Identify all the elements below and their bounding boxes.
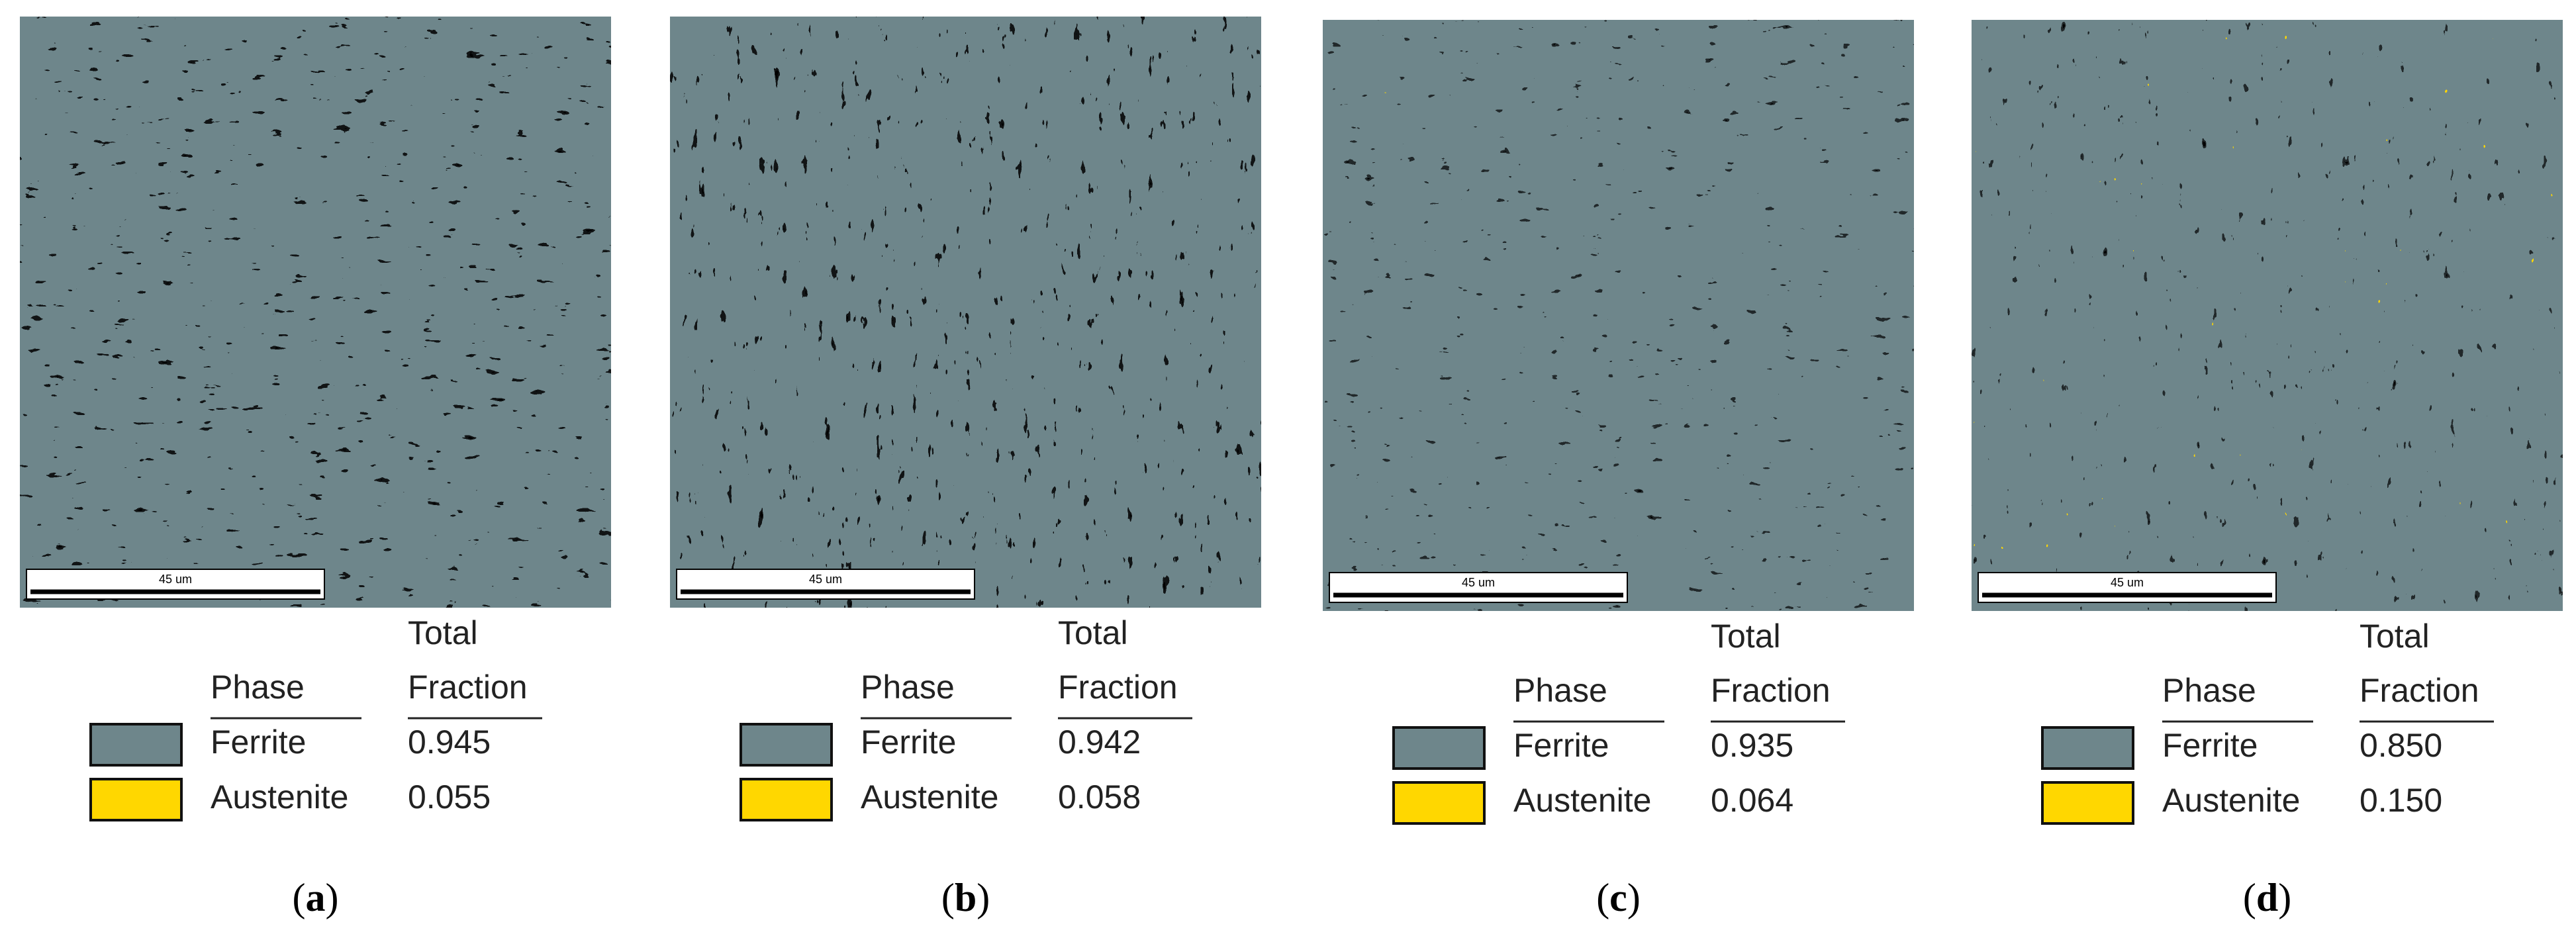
phase-name: Austenite <box>1513 782 1651 819</box>
caption-part: ( <box>2243 876 2256 919</box>
phase-map-austenite <box>1323 20 1914 611</box>
header-total: Total <box>1711 618 1781 655</box>
phase-name: Austenite <box>2162 782 2300 819</box>
caption-part: ( <box>941 876 955 919</box>
phase-fraction: 0.058 <box>1058 778 1141 816</box>
phase-map-austenite <box>1972 20 2563 611</box>
header-total: Total <box>1058 614 1128 651</box>
header-fraction: Fraction <box>1711 672 1831 709</box>
phase-map <box>1972 20 2563 611</box>
phase-swatch <box>1392 781 1486 825</box>
caption-part: d <box>2256 876 2278 919</box>
phase-swatch <box>739 778 833 821</box>
panel: 45 um Total Phase Fraction Ferrite 0.942 Auste… <box>670 17 1261 919</box>
caption-part: c <box>1609 876 1627 919</box>
phase-fraction: 0.945 <box>408 724 491 761</box>
caption-part: a <box>306 876 326 919</box>
phase-name: Austenite <box>861 778 998 816</box>
header-total: Total <box>2360 618 2430 655</box>
phase-swatch <box>739 723 833 767</box>
caption-part: ( <box>293 876 306 919</box>
header-total: Total <box>408 614 478 651</box>
phase-fraction: 0.055 <box>408 778 491 816</box>
caption-part: ) <box>2278 876 2291 919</box>
phase-fraction: 0.935 <box>1711 727 1793 764</box>
phase-name: Ferrite <box>211 724 306 761</box>
header-fraction: Fraction <box>408 669 528 706</box>
header-phase: Phase <box>211 669 305 706</box>
header-fraction: Fraction <box>1058 669 1178 706</box>
phase-fraction: 0.150 <box>2360 782 2442 819</box>
header-phase: Phase <box>1513 672 1607 709</box>
phase-fraction: 0.850 <box>2360 727 2442 764</box>
panel: 45 um Total Phase Fraction Ferrite 0.945 Auste… <box>20 17 611 919</box>
phase-fraction: 0.064 <box>1711 782 1793 819</box>
phase-map <box>20 17 611 608</box>
phase-map-boundaries <box>670 17 1261 608</box>
panel-caption: (c) <box>1596 876 1641 919</box>
phase-swatch <box>89 723 183 767</box>
phase-fraction: 0.942 <box>1058 724 1141 761</box>
phase-name: Ferrite <box>861 724 956 761</box>
panel: 45 um Total Phase Fraction Ferrite 0.850 Auste… <box>1972 20 2563 919</box>
header-fraction: Fraction <box>2360 672 2479 709</box>
phase-map-boundaries <box>20 17 611 608</box>
phase-name: Austenite <box>211 778 348 816</box>
phase-swatch <box>2041 781 2134 825</box>
caption-part: b <box>955 876 977 919</box>
phase-swatch <box>89 778 183 821</box>
scale-bar-label: 45 um <box>2111 576 2144 589</box>
header-phase: Phase <box>2162 672 2256 709</box>
phase-swatch <box>2041 726 2134 770</box>
scale-bar-label: 45 um <box>1462 576 1495 589</box>
scale-bar-label: 45 um <box>159 573 192 586</box>
caption-part: ) <box>326 876 339 919</box>
phase-name: Ferrite <box>2162 727 2258 764</box>
phase-map <box>670 17 1261 608</box>
caption-part: ) <box>977 876 990 919</box>
panel-caption: (d) <box>2243 876 2291 919</box>
scale-bar-label: 45 um <box>809 573 842 586</box>
phase-name: Ferrite <box>1513 727 1609 764</box>
panel-caption: (a) <box>293 876 339 919</box>
panel-caption: (b) <box>941 876 990 919</box>
caption-part: ) <box>1627 876 1641 919</box>
panel: 45 um Total Phase Fraction Ferrite 0.935 Auste… <box>1323 20 1914 919</box>
header-phase: Phase <box>861 669 955 706</box>
phase-swatch <box>1392 726 1486 770</box>
caption-part: ( <box>1596 876 1609 919</box>
phase-map <box>1323 20 1914 611</box>
